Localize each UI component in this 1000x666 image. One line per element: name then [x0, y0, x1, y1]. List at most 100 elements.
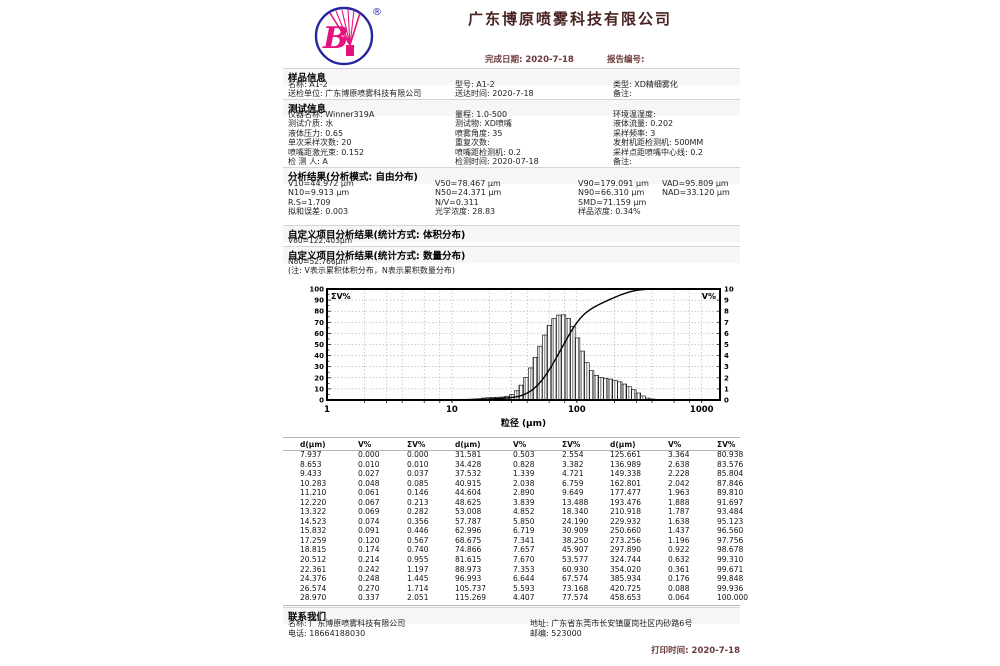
- table-cell: 0.027: [358, 469, 380, 479]
- info-cell: 邮编: 523000: [530, 628, 582, 638]
- table-cell: 12.220: [300, 497, 327, 507]
- svg-text:10: 10: [446, 405, 458, 415]
- table-cell: 40.915: [455, 478, 482, 488]
- table-cell: 31.581: [455, 450, 482, 459]
- info-cell: 单次采样次数: 20: [288, 138, 352, 148]
- table-cell: 2.042: [668, 478, 690, 488]
- info-cell: 重复次数:: [455, 138, 490, 148]
- table-cell: 13.488: [562, 497, 589, 507]
- table-cell: 93.484: [717, 507, 744, 517]
- table-row: 15.832 0.091 0.446: [300, 526, 450, 536]
- table-row: 48.625 3.839 13.488: [455, 498, 605, 508]
- table-row: 88.973 7.353 60.930: [455, 565, 605, 575]
- table-bottom-rule: [283, 605, 740, 606]
- info-row: 检 测 人: A 检测时间: 2020-07-18 备注:: [288, 157, 740, 166]
- table-header-cell: d(µm): [610, 440, 636, 449]
- table-cell: 0.632: [668, 555, 690, 565]
- table-cell: 0.174: [358, 545, 380, 555]
- table-cell: 48.625: [455, 497, 482, 507]
- table-cell: 11.210: [300, 488, 327, 498]
- svg-text:ΣV%: ΣV%: [331, 292, 351, 301]
- info-cell: N50=24.371 µm: [435, 188, 502, 198]
- print-time: 打印时间: 2020-7-18: [651, 646, 740, 656]
- table-cell: 0.446: [407, 526, 429, 536]
- company-logo: B ®: [314, 6, 382, 66]
- table-row: 324.744 0.632 99.310: [610, 555, 760, 565]
- table-cell: 210.918: [610, 507, 642, 517]
- table-header-cell: V%: [513, 440, 527, 449]
- svg-text:60: 60: [314, 330, 324, 338]
- table-cell: 0.282: [407, 507, 429, 517]
- table-row: 162.801 2.042 87.846: [610, 479, 760, 489]
- svg-text:1: 1: [324, 405, 330, 415]
- table-cell: 229.932: [610, 516, 642, 526]
- table-cell: 30.909: [562, 526, 589, 536]
- table-cell: 0.740: [407, 545, 429, 555]
- table-cell: 0.361: [668, 564, 690, 574]
- table-cell: 99.848: [717, 574, 744, 584]
- table-cell: 22.361: [300, 564, 327, 574]
- info-cell: 喷嘴距激光束: 0.152: [288, 147, 365, 157]
- table-row: 96.993 6.644 67.574: [455, 574, 605, 584]
- table-cell: 87.846: [717, 478, 744, 488]
- info-cell: 送检单位: 广东博原喷雾科技有限公司: [288, 89, 422, 99]
- table-cell: 0.922: [668, 545, 690, 555]
- table-cell: 67.574: [562, 574, 589, 584]
- table-cell: 0.085: [407, 478, 429, 488]
- table-row: 115.269 4.407 77.574: [455, 593, 605, 603]
- info-cell: R.S=1.709: [288, 197, 331, 207]
- table-cell: 2.038: [513, 478, 535, 488]
- table-cell: 324.744: [610, 555, 642, 565]
- svg-text:70: 70: [314, 319, 324, 327]
- table-cell: 0.064: [668, 593, 690, 603]
- table-cell: 53.008: [455, 507, 482, 517]
- table-cell: 62.996: [455, 526, 482, 536]
- info-row: 测试介质: 水 测试物: XD喷嘴 液体流量: 0.202: [288, 119, 740, 128]
- table-row: 53.008 4.852 18.340: [455, 507, 605, 517]
- table-header-cell: d(µm): [300, 440, 326, 449]
- info-cell: 量程: 1.0-500: [455, 110, 508, 119]
- table-cell: 24.190: [562, 516, 589, 526]
- table-cell: 0.242: [358, 564, 380, 574]
- table-cell: 250.660: [610, 526, 642, 536]
- table-row: 105.737 5.593 73.168: [455, 584, 605, 594]
- table-cell: 26.574: [300, 583, 327, 593]
- info-cell: N10=9.913 µm: [288, 188, 350, 198]
- info-cell: 名称: 广东博原喷雾科技有限公司: [288, 619, 406, 628]
- table-cell: 57.787: [455, 516, 482, 526]
- table-cell: 6.719: [513, 526, 535, 536]
- table-cell: 68.675: [455, 535, 482, 545]
- table-row: 57.787 5.850 24.190: [455, 517, 605, 527]
- table-cell: 6.759: [562, 478, 584, 488]
- info-cell: 检测时间: 2020-07-18: [455, 157, 539, 167]
- table-row: 177.477 1.963 89.810: [610, 488, 760, 498]
- info-cell: N90=66.310 µm: [578, 188, 645, 198]
- table-top-rule: [283, 437, 740, 438]
- table-row: 62.996 6.719 30.909: [455, 526, 605, 536]
- table-row: 81.615 7.670 53.577: [455, 555, 605, 565]
- table-row: 13.322 0.069 0.282: [300, 507, 450, 517]
- info-cell: 电话: 18664188030: [288, 628, 366, 638]
- table-row: 9.433 0.027 0.037: [300, 469, 450, 479]
- table-cell: 0.337: [358, 593, 380, 603]
- table-cell: 10.283: [300, 478, 327, 488]
- table-cell: 100.000: [717, 593, 749, 603]
- info-row: 名称: 广东博原喷雾科技有限公司 地址: 广东省东莞市长安镇厦岗社区内砂路6号: [288, 619, 740, 629]
- table-cell: 4.852: [513, 507, 535, 517]
- table-row: 26.574 0.270 1.714: [300, 584, 450, 594]
- table-cell: 0.248: [358, 574, 380, 584]
- table-cell: 0.048: [358, 478, 380, 488]
- info-row: V10=44.972 µm V50=78.467 µm V90=179.091 µm…: [288, 179, 740, 188]
- info-row: 单次采样次数: 20 重复次数: 发射机距检测机: 500MM: [288, 138, 740, 147]
- table-row: 250.660 1.437 96.560: [610, 526, 760, 536]
- table-cell: 7.657: [513, 545, 535, 555]
- info-cell: 喷雾角度: 35: [455, 128, 503, 138]
- table-cell: 273.256: [610, 535, 642, 545]
- table-cell: 1.714: [407, 583, 429, 593]
- table-cell: 1.963: [668, 488, 690, 498]
- svg-text:0: 0: [319, 397, 324, 405]
- section-title-test-info: 测试信息: [283, 99, 740, 116]
- info-row: 送检单位: 广东博原喷雾科技有限公司 送达时间: 2020-7-18 备注:: [288, 89, 740, 98]
